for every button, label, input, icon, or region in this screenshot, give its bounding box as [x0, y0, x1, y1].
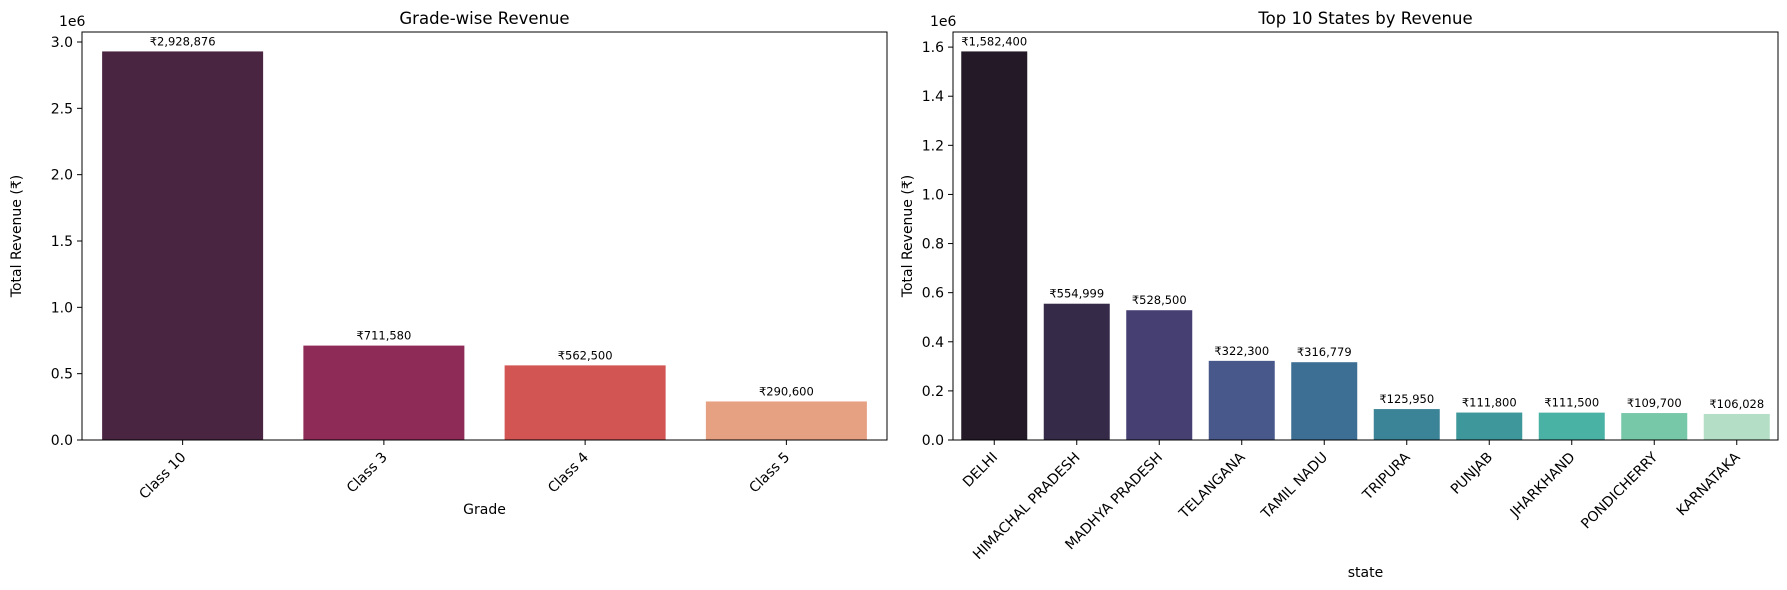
y-tick-label: 1.0 — [922, 187, 944, 203]
data-label: ₹106,028 — [1709, 397, 1764, 411]
data-label: ₹111,800 — [1462, 396, 1517, 410]
bar-jharkhand — [1538, 412, 1605, 440]
bar-telangana — [1208, 360, 1275, 440]
data-label: ₹125,950 — [1379, 392, 1434, 406]
chart-title: Top 10 States by Revenue — [1257, 9, 1472, 28]
y-axis-title: Total Revenue (₹) — [900, 175, 916, 298]
y-tick-label: 0.8 — [922, 237, 944, 253]
y-tick-label: 1.2 — [922, 138, 944, 154]
bar-tripura — [1373, 409, 1440, 440]
y-tick-label: 2.5 — [51, 101, 73, 117]
y-tick-label: 2.0 — [51, 168, 73, 184]
bar-karnataka — [1703, 413, 1770, 440]
bar-delhi — [961, 51, 1028, 441]
bar-tamil-nadu — [1291, 362, 1358, 440]
bar-class-10 — [102, 51, 264, 441]
y-axis-title: Total Revenue (₹) — [9, 175, 25, 298]
bar-class-5 — [705, 401, 867, 440]
data-label: ₹562,500 — [558, 348, 613, 362]
data-label: ₹290,600 — [759, 384, 814, 398]
y-tick-label: 1.5 — [51, 234, 73, 250]
data-label: ₹711,580 — [356, 329, 411, 343]
y-offset-label: 1e6 — [930, 14, 957, 30]
y-tick-label: 0.0 — [922, 433, 944, 449]
y-tick-label: 0.5 — [51, 367, 73, 383]
data-label: ₹316,779 — [1297, 345, 1352, 359]
y-tick-label: 3.0 — [51, 35, 73, 51]
bar-himachal-pradesh — [1043, 303, 1110, 440]
data-label: ₹528,500 — [1132, 293, 1187, 307]
data-label: ₹111,500 — [1544, 396, 1599, 410]
y-tick-label: 1.6 — [922, 40, 944, 56]
bar-punjab — [1456, 412, 1523, 440]
y-axis: 0.0 0.2 0.4 0.6 0.8 1.0 1.2 1.4 1.6 1e6 Total Reve… — [900, 14, 957, 449]
bar-class-3 — [303, 345, 465, 440]
plot-frame — [952, 31, 1779, 441]
data-label: ₹554,999 — [1049, 287, 1104, 301]
data-label: ₹322,300 — [1214, 344, 1269, 358]
y-tick-label: 0.6 — [922, 286, 944, 302]
x-axis-title: Grade — [463, 502, 506, 518]
y-offset-label: 1e6 — [59, 14, 86, 30]
data-label: ₹2,928,876 — [150, 34, 216, 48]
y-tick-label: 0.0 — [51, 433, 73, 449]
y-tick-label: 0.2 — [922, 384, 944, 400]
y-tick-label: 1.0 — [51, 300, 73, 316]
data-label: ₹1,582,400 — [961, 34, 1027, 48]
bar-madhya-pradesh — [1126, 310, 1193, 440]
y-tick-label: 0.4 — [922, 335, 944, 351]
chart-title: Grade-wise Revenue — [399, 9, 569, 28]
bars: ₹1,582,400 ₹554,999 ₹528,500 ₹322,300 ₹316,7… — [961, 34, 1770, 441]
bar-class-4 — [504, 365, 666, 440]
y-tick-label: 1.4 — [922, 89, 944, 105]
plot-frame — [81, 31, 888, 441]
x-axis-title: state — [1348, 565, 1383, 581]
y-axis: 0.0 0.5 1.0 1.5 2.0 2.5 3.0 1e6 Total Revenue (₹… — [9, 14, 86, 449]
bars: ₹2,928,876 ₹711,580 ₹562,500 ₹290,600 — [102, 34, 867, 441]
bar-pondicherry — [1621, 413, 1688, 440]
data-label: ₹109,700 — [1627, 396, 1682, 410]
